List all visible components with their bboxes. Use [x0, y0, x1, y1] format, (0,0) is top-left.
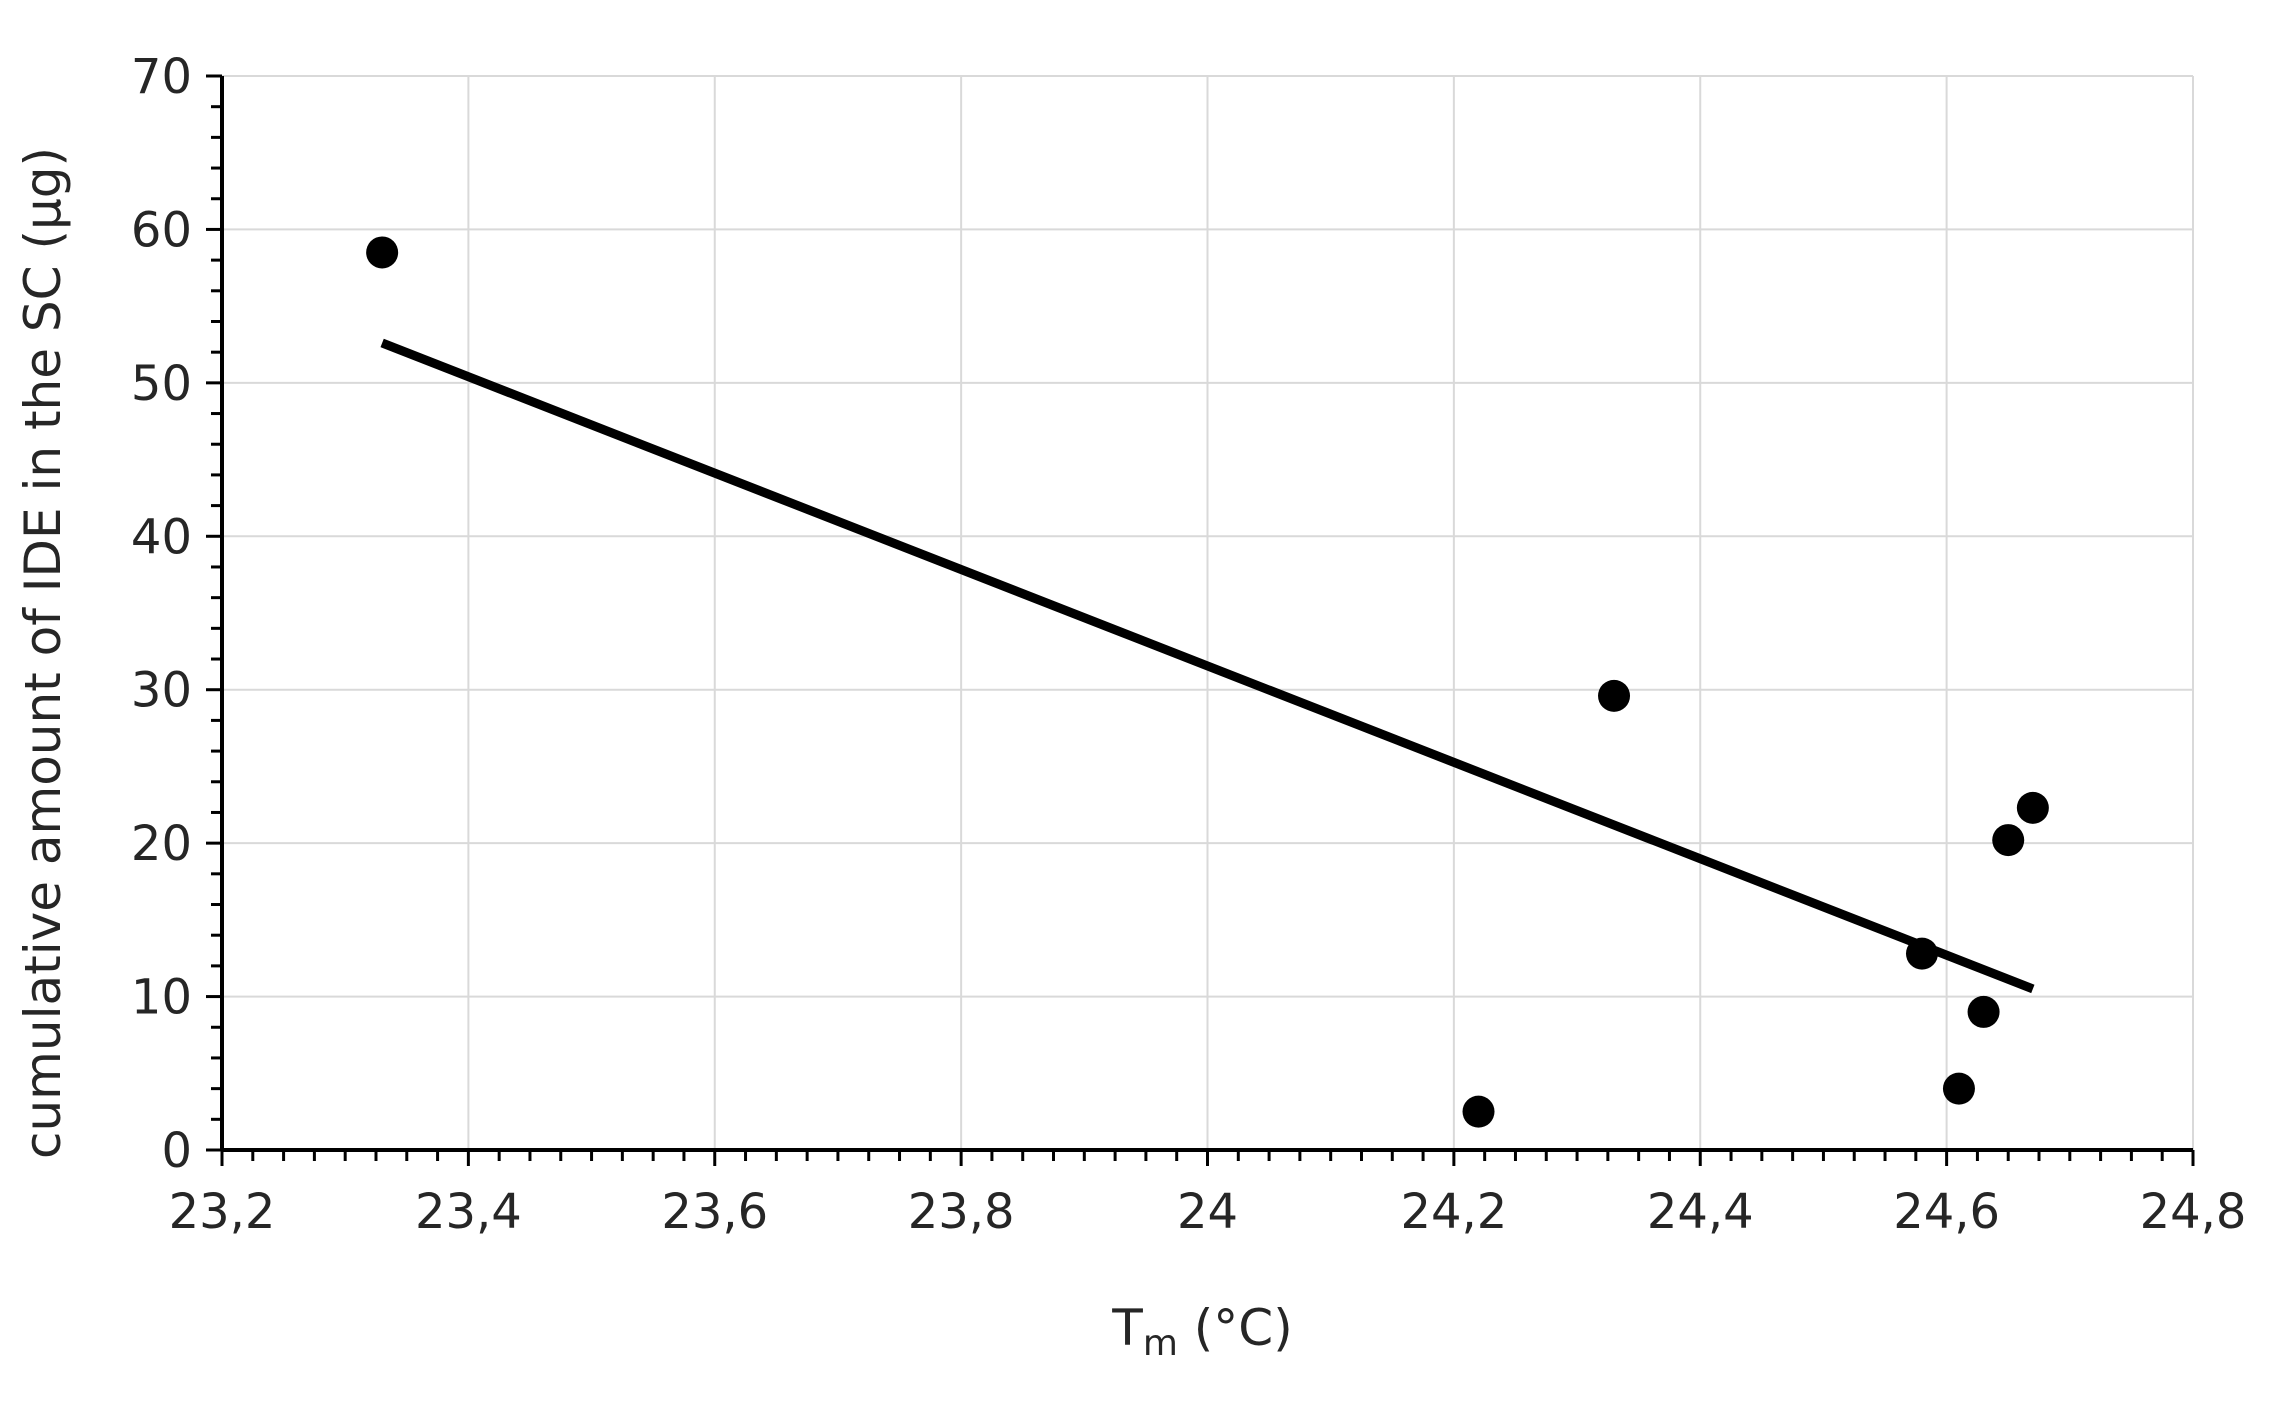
x-tick-label: 23,8 — [908, 1184, 1015, 1240]
y-tick-label: 0 — [161, 1123, 192, 1179]
y-tick-label: 60 — [131, 202, 192, 258]
data-point — [1992, 824, 2025, 857]
data-point — [366, 236, 399, 269]
x-tick-label: 24 — [1177, 1184, 1238, 1240]
y-tick-label: 30 — [131, 663, 192, 719]
x-tick-label: 24,4 — [1647, 1184, 1754, 1240]
y-tick-label: 40 — [131, 509, 192, 565]
data-point — [1942, 1072, 1975, 1105]
x-tick-label: 23,6 — [661, 1184, 768, 1240]
tick-labels: 23,2 23,4 23,6 23,8 24 24,2 24,4 24,6 24,8 0 10 20 3… — [131, 49, 2247, 1240]
y-tick-label: 70 — [131, 49, 192, 105]
x-axis-title: Tm (°C) — [1111, 1299, 1292, 1364]
data-point — [1905, 937, 1938, 970]
trendline — [380, 338, 2035, 994]
data-point — [1967, 995, 2000, 1028]
x-axis-title-subscript: m — [1143, 1323, 1178, 1364]
x-tick-label: 24,2 — [1400, 1184, 1507, 1240]
data-point — [2016, 791, 2049, 824]
x-tick-label: 23,4 — [415, 1184, 522, 1240]
axis-layer — [206, 74, 2195, 1166]
y-tick-label: 20 — [131, 816, 192, 872]
x-tick-label: 23,2 — [169, 1184, 276, 1240]
grid-layer — [222, 75, 2194, 1150]
points-layer — [366, 236, 2049, 1128]
y-tick-label: 10 — [131, 970, 192, 1026]
x-tick-label: 24,8 — [2140, 1184, 2247, 1240]
y-tick-label: 50 — [131, 356, 192, 412]
x-axis-title-unit: (°C) — [1178, 1299, 1293, 1357]
x-tick-label: 24,6 — [1893, 1184, 2000, 1240]
data-point — [1598, 679, 1631, 712]
trendline-layer — [380, 338, 2035, 994]
data-point — [1462, 1095, 1495, 1128]
x-axis-title-main: T — [1111, 1299, 1143, 1357]
y-axis-title: cumulative amount of IDE in the SC (µg) — [14, 147, 72, 1159]
